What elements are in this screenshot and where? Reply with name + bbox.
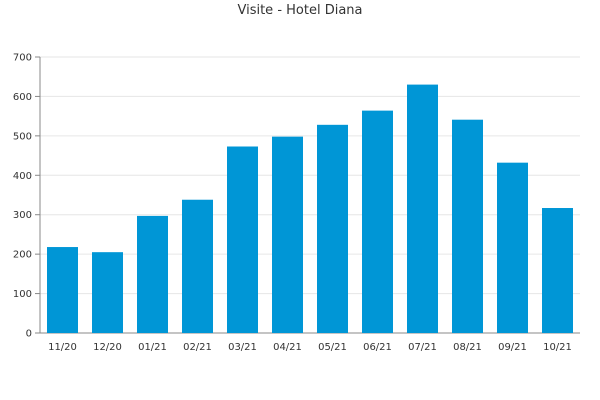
y-tick-label: 700 xyxy=(13,53,32,64)
x-tick-label: 01/21 xyxy=(138,342,167,353)
y-tick-label: 0 xyxy=(26,329,32,340)
bar xyxy=(407,84,438,333)
bar xyxy=(272,136,303,333)
bar xyxy=(362,110,393,333)
chart-title: Visite - Hotel Diana xyxy=(237,3,363,18)
bar xyxy=(92,252,123,333)
bar xyxy=(47,247,78,333)
x-tick-label: 04/21 xyxy=(273,342,302,353)
y-tick-label: 300 xyxy=(13,210,32,221)
bar xyxy=(182,199,213,333)
x-tick-label: 07/21 xyxy=(408,342,437,353)
y-tick-label: 500 xyxy=(13,131,32,142)
y-tick-label: 400 xyxy=(13,171,32,182)
x-tick-label: 06/21 xyxy=(363,342,392,353)
bar xyxy=(137,215,168,333)
bar xyxy=(452,119,483,333)
x-tick-label: 11/20 xyxy=(48,342,77,353)
x-tick-label: 09/21 xyxy=(498,342,527,353)
x-tick-label: 08/21 xyxy=(453,342,482,353)
y-tick-label: 600 xyxy=(13,92,32,103)
y-tick-label: 100 xyxy=(13,289,32,300)
x-tick-label: 03/21 xyxy=(228,342,257,353)
bar xyxy=(317,124,348,334)
x-tick-label: 10/21 xyxy=(543,342,572,353)
x-tick-label: 12/20 xyxy=(93,342,122,353)
x-tick-label: 02/21 xyxy=(183,342,212,353)
bar xyxy=(542,208,573,333)
bar xyxy=(497,162,528,333)
y-tick-label: 200 xyxy=(13,250,32,261)
bar xyxy=(227,146,258,333)
x-tick-label: 05/21 xyxy=(318,342,347,353)
